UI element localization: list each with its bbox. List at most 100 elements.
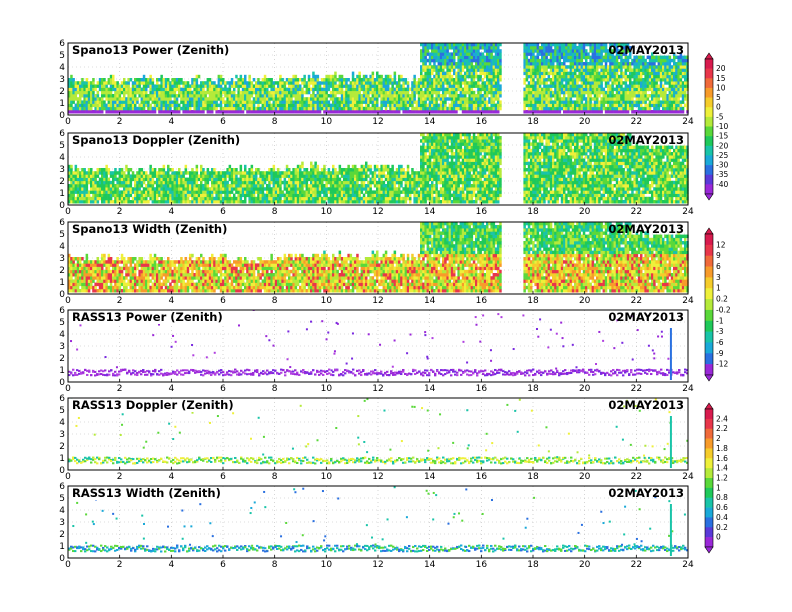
data-cell bbox=[285, 164, 289, 169]
data-cell bbox=[384, 103, 388, 108]
data-cell bbox=[556, 110, 559, 114]
data-cell bbox=[560, 106, 564, 111]
data-cell bbox=[228, 97, 232, 101]
data-cell bbox=[257, 81, 260, 85]
data-cell bbox=[384, 97, 388, 101]
data-cell bbox=[585, 52, 588, 56]
data-cell bbox=[642, 62, 645, 66]
data-cell bbox=[131, 106, 135, 111]
data-cell bbox=[211, 177, 214, 182]
data-cell bbox=[189, 180, 192, 185]
data-cell bbox=[532, 106, 535, 111]
data-cell bbox=[499, 84, 502, 88]
data-cell bbox=[591, 87, 595, 92]
data-cell bbox=[389, 81, 392, 85]
data-cell bbox=[655, 78, 658, 82]
data-cell bbox=[651, 55, 654, 60]
data-cell bbox=[624, 62, 628, 66]
data-cell bbox=[193, 106, 196, 111]
data-cell bbox=[162, 174, 166, 178]
data-cell bbox=[189, 184, 192, 188]
data-cell bbox=[202, 174, 205, 178]
data-cell bbox=[235, 184, 238, 188]
data-cell bbox=[618, 100, 621, 104]
data-cell bbox=[228, 110, 232, 114]
data-cell bbox=[358, 110, 361, 114]
data-cell bbox=[175, 177, 179, 182]
data-cell bbox=[609, 42, 612, 47]
data-cell bbox=[428, 42, 432, 47]
data-cell bbox=[439, 110, 443, 114]
data-cell bbox=[651, 84, 654, 88]
data-cell bbox=[668, 97, 672, 101]
data-cell bbox=[347, 100, 350, 104]
data-cell bbox=[406, 100, 410, 104]
data-cell bbox=[648, 65, 652, 69]
data-cell bbox=[153, 187, 157, 191]
data-cell bbox=[149, 74, 152, 79]
data-cell bbox=[211, 87, 214, 92]
data-cell bbox=[142, 193, 146, 198]
data-cell bbox=[149, 174, 152, 178]
data-cell bbox=[195, 171, 199, 175]
data-cell bbox=[523, 81, 526, 85]
data-cell bbox=[109, 103, 113, 108]
data-cell bbox=[365, 100, 368, 104]
data-cell bbox=[114, 196, 117, 201]
data-cell bbox=[195, 78, 199, 82]
data-cell bbox=[219, 84, 223, 88]
data-cell bbox=[609, 49, 612, 53]
data-cell bbox=[103, 200, 106, 204]
data-cell bbox=[169, 110, 172, 114]
data-cell bbox=[468, 81, 471, 85]
data-cell bbox=[497, 103, 500, 108]
data-cell bbox=[657, 84, 661, 88]
data-cell bbox=[486, 42, 489, 47]
data-cell bbox=[560, 78, 564, 82]
data-cell bbox=[666, 94, 669, 98]
data-cell bbox=[446, 110, 449, 114]
data-cell bbox=[369, 78, 372, 82]
data-cell bbox=[270, 190, 273, 194]
data-cell bbox=[673, 110, 676, 114]
data-cell bbox=[211, 196, 214, 201]
data-cell bbox=[70, 168, 73, 172]
data-cell bbox=[318, 110, 322, 114]
data-cell bbox=[294, 184, 298, 188]
data-cell bbox=[72, 81, 75, 85]
data-cell bbox=[600, 58, 603, 63]
data-cell bbox=[464, 97, 467, 101]
data-cell bbox=[538, 84, 542, 88]
data-cell bbox=[215, 196, 218, 201]
data-cell bbox=[283, 193, 287, 198]
data-cell bbox=[277, 103, 280, 108]
data-cell bbox=[618, 74, 621, 79]
data-cell bbox=[129, 94, 133, 98]
data-cell bbox=[446, 42, 449, 47]
data-cell bbox=[332, 110, 335, 114]
data-cell bbox=[191, 168, 194, 172]
data-cell bbox=[217, 184, 221, 188]
data-cell bbox=[373, 94, 377, 98]
data-cell bbox=[560, 55, 564, 60]
data-cell bbox=[164, 180, 168, 185]
data-cell bbox=[200, 168, 203, 172]
data-cell bbox=[585, 49, 588, 53]
data-cell bbox=[609, 87, 612, 92]
data-cell bbox=[296, 200, 300, 204]
data-cell bbox=[543, 74, 546, 79]
data-cell bbox=[294, 84, 298, 88]
data-cell bbox=[142, 81, 146, 85]
data-cell bbox=[329, 90, 333, 95]
data-cell bbox=[457, 55, 460, 60]
data-cell bbox=[530, 49, 533, 53]
data-cell bbox=[591, 110, 595, 114]
data-cell bbox=[549, 68, 553, 72]
data-cell bbox=[481, 65, 485, 69]
data-cell bbox=[413, 100, 416, 104]
data-cell bbox=[598, 106, 601, 111]
data-cell bbox=[580, 65, 584, 69]
data-cell bbox=[79, 84, 82, 88]
data-cell bbox=[571, 94, 575, 98]
x-tick-label: 6 bbox=[220, 117, 226, 127]
